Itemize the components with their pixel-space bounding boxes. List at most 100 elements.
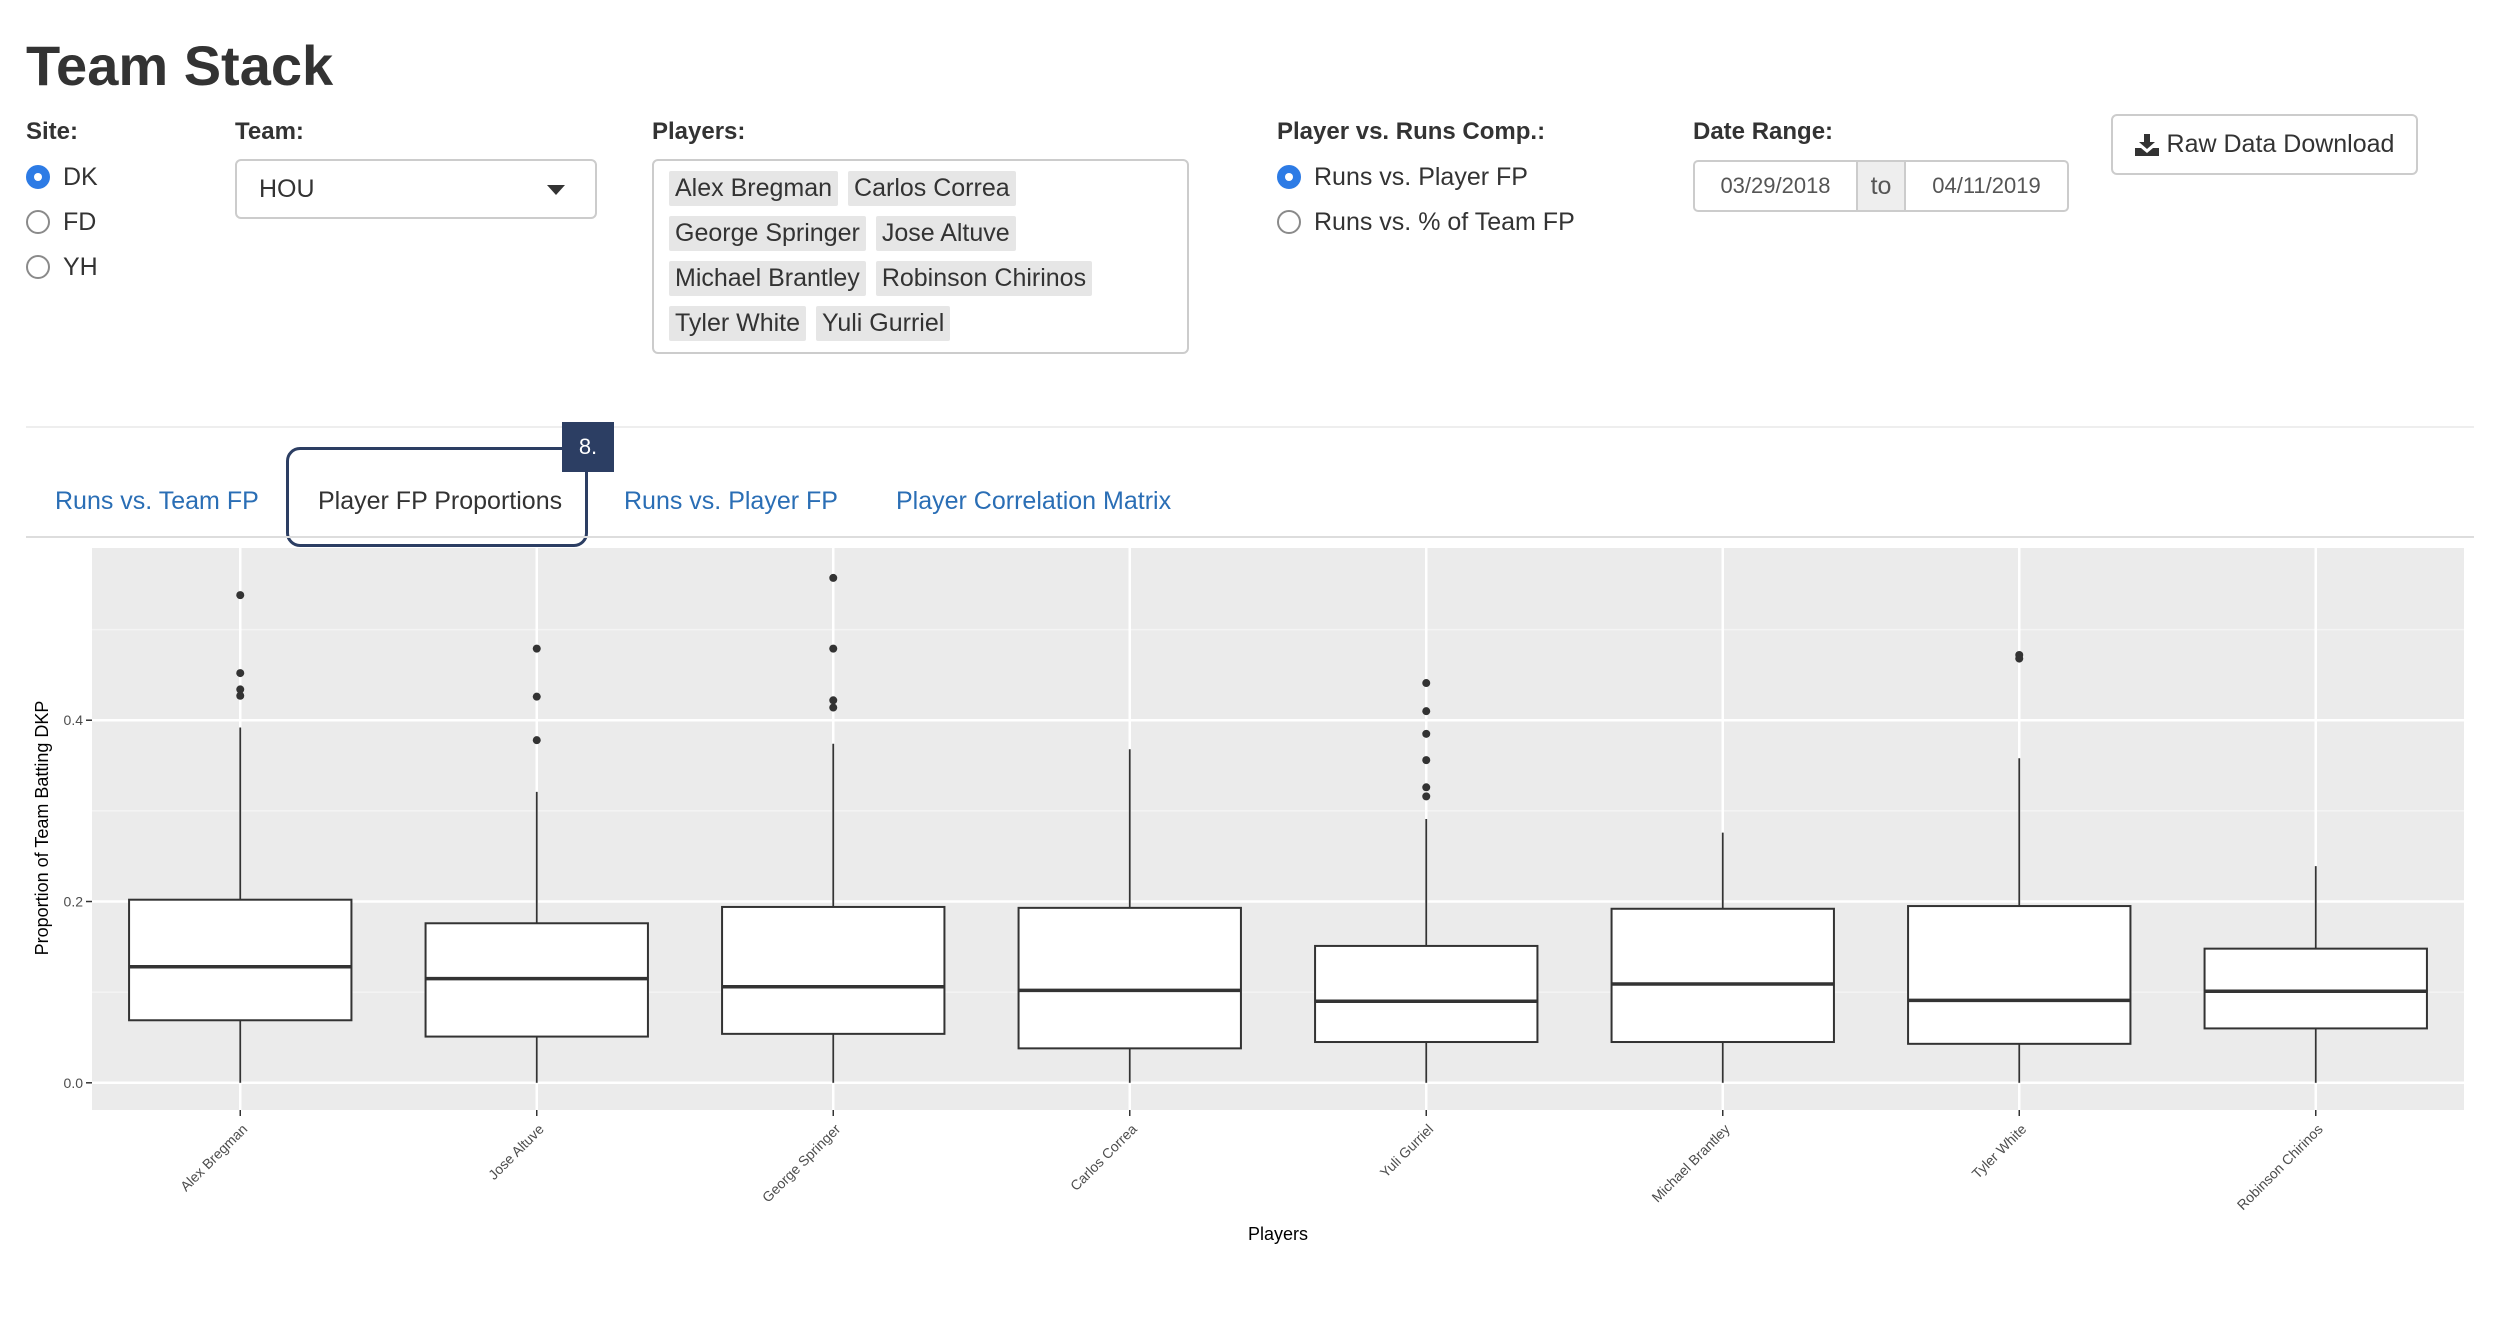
box-1 [128,591,353,1083]
box-iqr [1314,944,1539,1044]
x-tick-label: Carlos Correa [1067,1121,1140,1194]
comp-label: Player vs. Runs Comp.: [1277,118,1546,145]
box-5 [1314,679,1539,1083]
outlier-point [1422,783,1431,792]
x-tick-label: Tyler White [1969,1121,2030,1182]
player-chip[interactable]: Tyler White [669,306,807,341]
player-chip[interactable]: Carlos Correa [848,171,1016,206]
player-chip[interactable]: George Springer [669,216,866,251]
tab-player-fp-proportions[interactable]: Player FP Proportions [318,487,563,515]
box-iqr [721,905,946,1035]
box-iqr [128,898,353,1022]
outlier-point [532,644,541,653]
team-select-value: HOU [259,175,315,203]
radio-unchecked-icon [26,255,50,279]
radio-unchecked-icon [26,210,50,234]
site-radio-dk[interactable]: DK [26,162,98,192]
chip-row: Michael Brantley Robinson Chirinos [669,261,1177,296]
x-tick-label: Michael Brantley [1648,1121,1732,1205]
chip-row: Tyler White Yuli Gurriel [669,306,1177,341]
player-chip[interactable]: Alex Bregman [669,171,839,206]
tab-runs-vs-player-fp[interactable]: Runs vs. Player FP [624,487,838,515]
active-tab-outline [286,447,588,547]
date-range: 03/29/2018 to 04/11/2019 [1693,160,2069,212]
outlier-point [1422,756,1431,765]
outlier-point [236,691,245,700]
radio-checked-icon [26,165,50,189]
players-label: Players: [652,118,746,145]
x-tick-label: George Springer [759,1121,844,1206]
outlier-point [1422,729,1431,738]
outlier-point [829,696,838,705]
site-radio-yh[interactable]: YH [26,252,98,282]
box-8 [2203,866,2428,1083]
radio-label: YH [63,252,98,281]
site-radio-fd[interactable]: FD [26,207,96,237]
start-date-input[interactable]: 03/29/2018 [1693,160,1858,212]
team-label: Team: [235,118,304,145]
y-tick-label: 0.4 [64,712,84,728]
box-7 [1907,650,2132,1083]
x-axis: Alex Bregman Jose Altuve George Springer Ca… [177,1110,2326,1213]
player-chip[interactable]: Michael Brantley [669,261,866,296]
outlier-point [829,703,838,712]
box-6 [1610,832,1835,1083]
site-label: Site: [26,118,79,145]
radio-label: Runs vs. Player FP [1314,162,1528,191]
player-chip[interactable]: Jose Altuve [875,216,1016,251]
chevron-down-icon [547,185,565,195]
boxes [128,573,2428,1083]
comp-radio-team-fp[interactable]: Runs vs. % of Team FP [1277,207,1575,237]
raw-data-download-button[interactable]: Raw Data Download [2111,114,2418,175]
radio-label: DK [63,162,98,191]
date-separator: to [1858,160,1904,212]
box-iqr [2203,947,2428,1030]
outlier-point [236,591,245,600]
x-tick-label: Yuli Gurriel [1377,1121,1437,1181]
y-axis-title: Proportion of Team Batting DKP [32,701,52,956]
player-chip[interactable]: Yuli Gurriel [816,306,951,341]
x-tick-label: Alex Bregman [177,1121,250,1194]
end-date-input[interactable]: 04/11/2019 [1904,160,2069,212]
outlier-point [532,692,541,701]
outlier-point [829,644,838,653]
tab-runs-vs-team-fp[interactable]: Runs vs. Team FP [55,487,259,515]
y-axis: 0.0 0.2 0.4 [64,712,92,1091]
tab-player-correlation-matrix[interactable]: Player Correlation Matrix [896,487,1172,515]
box-3 [721,573,946,1083]
outlier-point [829,573,838,582]
comp-radio-player-fp[interactable]: Runs vs. Player FP [1277,162,1528,192]
outlier-point [1422,707,1431,716]
page-title: Team Stack [26,34,334,97]
y-tick-label: 0.2 [64,894,84,910]
section-divider [26,426,2474,428]
box-iqr [1907,905,2132,1045]
outlier-point [2015,654,2024,663]
x-tick-label: Robinson Chirinos [2234,1121,2326,1213]
x-tick-label: Jose Altuve [485,1121,547,1183]
date-range-label: Date Range: [1693,118,1834,145]
outlier-point [236,669,245,678]
outlier-point [1422,792,1431,801]
box-iqr [1610,907,1835,1044]
step-badge: 8. [562,422,614,472]
player-chip[interactable]: Robinson Chirinos [875,261,1093,296]
box-2 [424,644,649,1083]
download-label: Raw Data Download [2166,130,2395,158]
radio-unchecked-icon [1277,210,1301,234]
chip-row: Alex Bregman Carlos Correa [669,171,1177,206]
outlier-point [236,685,245,694]
x-axis-title: Players [1248,1224,1308,1244]
outlier-point [1422,679,1431,688]
y-tick-label: 0.0 [64,1075,84,1091]
box-iqr [1017,906,1242,1050]
team-select[interactable]: HOU [235,159,597,219]
chip-row: George Springer Jose Altuve [669,216,1177,251]
download-icon [2134,133,2159,156]
outlier-point [532,736,541,745]
box-4 [1017,749,1242,1083]
players-multiselect[interactable]: Alex Bregman Carlos Correa George Spring… [652,159,1189,354]
tab-underline [26,536,2474,538]
